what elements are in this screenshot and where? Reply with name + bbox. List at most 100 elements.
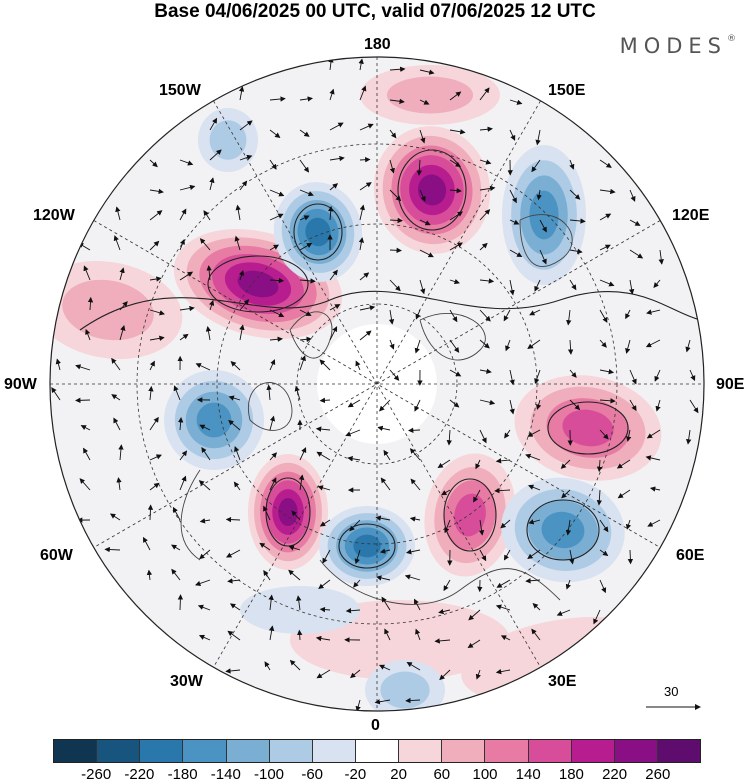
wind-arrow (536, 189, 542, 201)
wind-arrow (389, 217, 404, 224)
wind-arrow (569, 218, 586, 224)
colorbar-bin (225, 740, 269, 762)
wind-arrow (355, 360, 361, 371)
wind-arrow (228, 395, 241, 401)
wind-arrow (318, 579, 331, 590)
wind-arrow (358, 58, 364, 71)
wind-arrow (111, 357, 121, 371)
wind-arrow (467, 639, 481, 649)
wind-arrow (227, 630, 241, 641)
lon-label-0: 0 (371, 717, 380, 734)
anomaly-contour (209, 120, 247, 160)
wind-arrow (177, 594, 184, 611)
wind-arrow (389, 247, 402, 254)
wind-arrow (384, 628, 391, 641)
wind-arrow (233, 481, 241, 491)
wind-arrow (407, 427, 421, 434)
wind-arrow (319, 519, 331, 527)
wind-arrow (556, 609, 571, 616)
wind-arrow (500, 519, 511, 529)
anomaly-contour (305, 217, 331, 247)
wind-arrow (599, 244, 611, 251)
wind-arrow (359, 204, 365, 221)
wind-arrow (328, 205, 334, 221)
wind-arrow (229, 603, 241, 611)
wind-arrow (319, 606, 331, 613)
colorbar-bin (570, 740, 614, 762)
wind-arrow (415, 628, 421, 641)
wind-arrow (197, 604, 211, 611)
wind-arrow (179, 271, 194, 281)
wind-arrow (83, 265, 91, 281)
wind-arrow (625, 519, 632, 530)
wind-arrow (415, 309, 421, 320)
wind-arrow (525, 453, 541, 461)
wind-arrow (389, 129, 397, 139)
wind-arrow (389, 279, 401, 292)
lon-label-120e: 120E (672, 207, 710, 224)
height-contour (547, 401, 629, 455)
wind-arrow (299, 189, 314, 197)
wind-arrow (109, 513, 121, 521)
wind-arrow (226, 549, 241, 558)
wind-arrow (87, 296, 94, 311)
modes-logo: MODES® (619, 34, 736, 58)
wind-arrow (383, 449, 391, 461)
wind-arrow (209, 117, 218, 131)
wind-arrow (599, 213, 612, 221)
latitude-circle (136, 143, 618, 625)
colorbar-tick-label: -140 (210, 766, 241, 783)
wind-arrow (419, 189, 426, 202)
wind-arrow (535, 129, 541, 146)
wind-arrow (266, 384, 272, 401)
wind-arrow (119, 325, 126, 341)
wind-arrow (199, 518, 211, 524)
wind-arrow (561, 489, 571, 499)
wind-arrow (376, 575, 391, 581)
wind-arrow (629, 249, 644, 259)
wind-arrow (228, 419, 241, 431)
wind-arrow (269, 415, 276, 431)
wind-arrow (479, 278, 495, 284)
wind-arrow (319, 359, 331, 371)
wind-arrow (534, 279, 541, 292)
wind-arrow (329, 155, 345, 162)
wind-arrow (645, 339, 661, 348)
wind-arrow (347, 399, 361, 408)
wind-arrow (449, 309, 458, 323)
lon-label-150e: 150E (548, 82, 586, 99)
colorbar-bin (527, 740, 571, 762)
wind-arrow (449, 242, 463, 251)
wind-arrow (239, 154, 253, 161)
colorbar-tick-label: 180 (558, 766, 584, 783)
wind-arrow (359, 305, 376, 311)
wind-arrow (263, 570, 271, 581)
wind-arrow (347, 456, 361, 462)
wind-arrow (209, 149, 222, 161)
wind-arrow (206, 265, 212, 281)
wind-arrow (628, 279, 635, 295)
wind-arrow (478, 519, 485, 536)
wind-arrow (299, 447, 307, 461)
wind-arrow (647, 519, 661, 527)
height-contour (79, 290, 704, 331)
wind-arrow (51, 387, 61, 401)
wind-arrow (527, 339, 541, 350)
wind-arrow (205, 326, 212, 341)
wind-arrow (269, 309, 285, 317)
wind-arrow (238, 86, 245, 101)
anomaly-contour (62, 279, 154, 341)
wind-arrow (443, 579, 451, 592)
colorbar-tick-label: -20 (344, 766, 367, 783)
wind-arrow (599, 309, 608, 323)
wind-vectors (51, 57, 699, 711)
wind-arrow (299, 336, 312, 342)
height-contour (526, 499, 600, 561)
colorbar-bin (139, 740, 183, 762)
coastline (419, 312, 486, 361)
wind-arrow (234, 446, 241, 461)
wind-arrow (437, 459, 451, 469)
wind-arrow (509, 189, 517, 204)
wind-arrow (536, 399, 542, 410)
wind-arrow (599, 159, 612, 168)
